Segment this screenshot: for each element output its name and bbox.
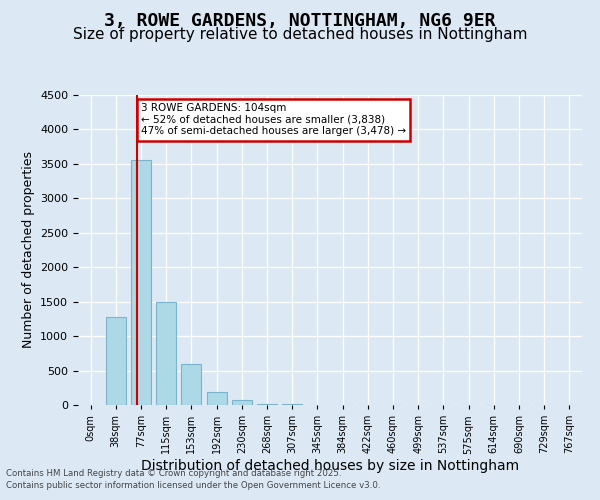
Text: 3, ROWE GARDENS, NOTTINGHAM, NG6 9ER: 3, ROWE GARDENS, NOTTINGHAM, NG6 9ER <box>104 12 496 30</box>
Text: Contains HM Land Registry data © Crown copyright and database right 2025.: Contains HM Land Registry data © Crown c… <box>6 468 341 477</box>
Text: 3 ROWE GARDENS: 104sqm
← 52% of detached houses are smaller (3,838)
47% of semi-: 3 ROWE GARDENS: 104sqm ← 52% of detached… <box>141 104 406 136</box>
Text: Size of property relative to detached houses in Nottingham: Size of property relative to detached ho… <box>73 28 527 42</box>
Y-axis label: Number of detached properties: Number of detached properties <box>22 152 35 348</box>
Bar <box>232 400 252 405</box>
Bar <box>156 302 176 405</box>
Bar <box>282 404 302 405</box>
Bar <box>257 404 277 405</box>
Text: Contains public sector information licensed under the Open Government Licence v3: Contains public sector information licen… <box>6 481 380 490</box>
Bar <box>131 160 151 405</box>
Bar <box>206 392 227 405</box>
Bar <box>106 317 126 405</box>
X-axis label: Distribution of detached houses by size in Nottingham: Distribution of detached houses by size … <box>141 459 519 473</box>
Bar <box>181 364 202 405</box>
